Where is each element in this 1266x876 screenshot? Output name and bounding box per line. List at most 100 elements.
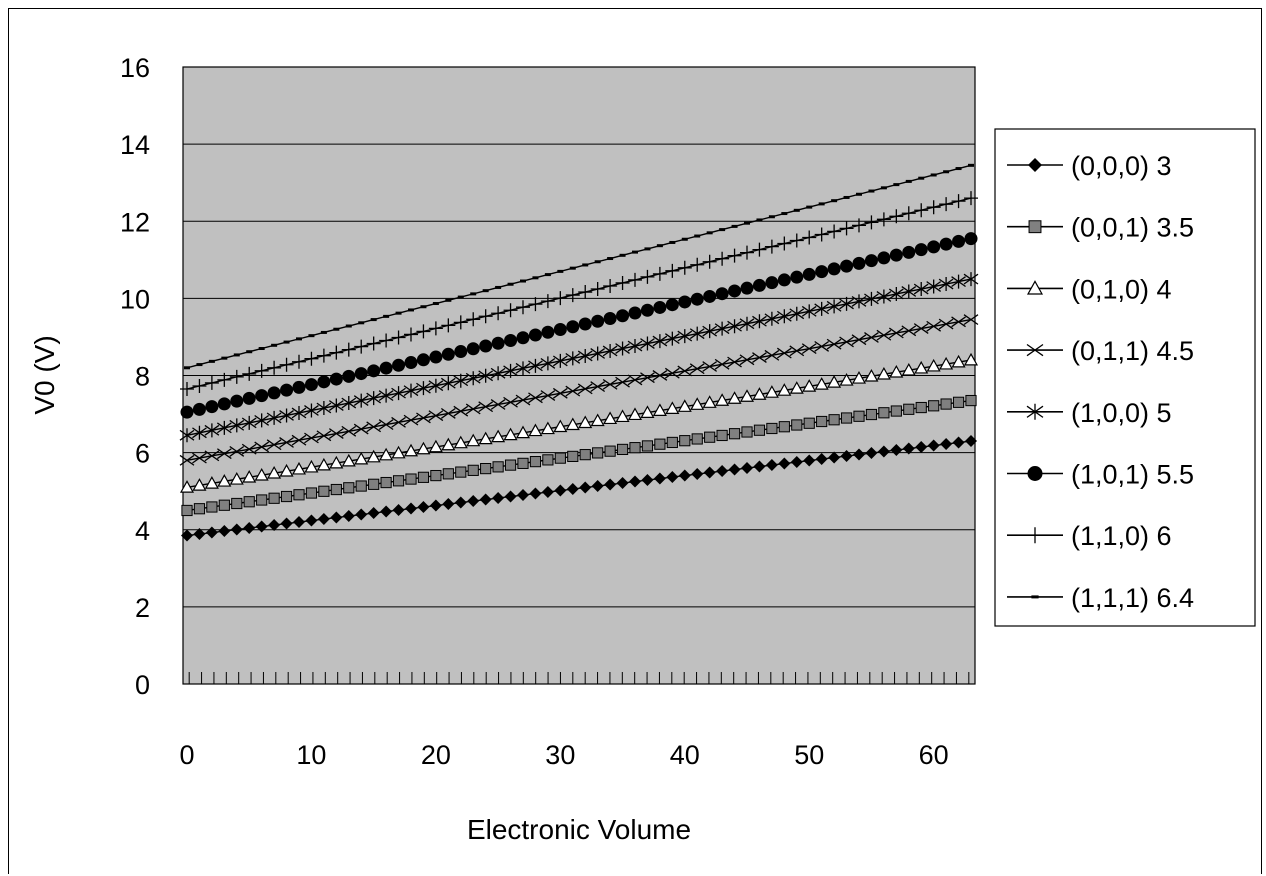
marker-diamond xyxy=(467,495,480,508)
marker-plus xyxy=(1027,527,1043,544)
marker-diamond xyxy=(218,525,231,538)
marker-x xyxy=(403,414,419,426)
marker-plus xyxy=(217,372,232,387)
marker-dash xyxy=(793,208,800,212)
marker-diamond xyxy=(305,514,318,527)
marker-triangle xyxy=(827,375,842,388)
marker-plus xyxy=(304,351,319,366)
marker-plus xyxy=(192,378,207,393)
legend-item: (0,1,0) 4 xyxy=(1007,274,1172,304)
legend-item: (1,1,0) 6 xyxy=(1007,521,1172,551)
legend-label: (1,1,1) 6.4 xyxy=(1071,583,1194,613)
marker-diamond xyxy=(367,507,380,520)
marker-square xyxy=(417,471,430,483)
marker-x xyxy=(789,345,805,357)
marker-triangle xyxy=(242,469,257,483)
marker-triangle xyxy=(428,439,443,453)
marker-circle xyxy=(815,265,829,279)
marker-star xyxy=(503,363,518,378)
marker-triangle xyxy=(192,478,207,491)
marker-dash xyxy=(358,321,365,325)
marker-dash xyxy=(868,189,875,193)
marker-diamond xyxy=(205,526,218,539)
marker-dash xyxy=(221,356,228,360)
marker-x xyxy=(876,329,892,341)
marker-circle xyxy=(964,232,978,246)
marker-plus xyxy=(715,251,730,266)
marker-triangle xyxy=(204,476,219,489)
marker-plus xyxy=(914,203,929,218)
marker-square xyxy=(865,408,878,421)
marker-square xyxy=(940,398,952,410)
y-tick-label: 2 xyxy=(135,593,150,623)
marker-circle xyxy=(317,375,331,389)
marker-square xyxy=(778,421,790,433)
marker-star xyxy=(428,378,444,393)
marker-circle xyxy=(802,267,816,281)
marker-plus xyxy=(242,366,257,381)
marker-triangle xyxy=(379,447,394,461)
marker-circle xyxy=(640,303,654,317)
marker-circle xyxy=(889,248,903,262)
marker-star xyxy=(664,331,680,346)
marker-plus xyxy=(453,315,468,330)
legend-label: (1,0,0) 5 xyxy=(1071,398,1172,428)
marker-x xyxy=(1026,343,1044,357)
marker-plus xyxy=(578,285,593,300)
marker-plus xyxy=(229,369,244,384)
series-6 xyxy=(180,191,978,396)
marker-dash xyxy=(943,170,950,174)
marker-circle xyxy=(1027,466,1043,481)
legend-label: (1,0,1) 5.5 xyxy=(1071,460,1194,490)
marker-plus xyxy=(354,339,369,354)
marker-plus xyxy=(478,309,493,324)
marker-x xyxy=(179,454,195,466)
marker-triangle xyxy=(403,443,419,457)
marker-square xyxy=(206,501,218,513)
marker-triangle xyxy=(254,467,269,481)
marker-x xyxy=(851,334,867,346)
marker-square xyxy=(1028,220,1042,234)
marker-plus xyxy=(876,212,891,227)
marker-dash xyxy=(296,337,302,341)
marker-star xyxy=(776,309,792,324)
marker-dash xyxy=(930,173,937,177)
marker-dash xyxy=(594,260,601,264)
marker-x xyxy=(266,439,282,451)
marker-x xyxy=(839,336,854,348)
marker-circle xyxy=(479,339,493,353)
marker-plus xyxy=(901,206,916,221)
y-tick-label: 16 xyxy=(120,53,150,83)
marker-x xyxy=(764,349,780,361)
marker-triangle xyxy=(590,413,605,427)
marker-circle xyxy=(790,270,804,284)
marker-triangle xyxy=(341,453,356,467)
marker-plus xyxy=(528,297,543,312)
marker-circle xyxy=(379,361,393,375)
marker-star xyxy=(814,301,830,316)
marker-star xyxy=(926,279,942,294)
marker-plus xyxy=(428,321,443,336)
marker-circle xyxy=(752,278,766,292)
marker-plus xyxy=(404,327,418,342)
marker-triangle xyxy=(229,472,244,485)
marker-square xyxy=(915,401,927,414)
marker-x xyxy=(752,352,767,363)
marker-diamond xyxy=(853,448,865,461)
legend-label: (0,0,0) 3 xyxy=(1071,151,1172,181)
marker-square xyxy=(554,452,566,464)
marker-circle xyxy=(715,287,729,301)
marker-plus xyxy=(516,300,530,315)
marker-dash xyxy=(482,289,489,293)
marker-diamond xyxy=(454,496,467,509)
marker-star xyxy=(204,423,220,438)
marker-diamond xyxy=(915,441,928,454)
marker-circle xyxy=(541,325,555,339)
marker-x xyxy=(540,390,556,401)
marker-dash xyxy=(196,363,203,367)
marker-square xyxy=(455,466,467,478)
marker-dash xyxy=(669,240,676,244)
marker-plus xyxy=(727,248,742,263)
marker-triangle xyxy=(565,417,580,431)
marker-triangle xyxy=(1026,280,1044,295)
